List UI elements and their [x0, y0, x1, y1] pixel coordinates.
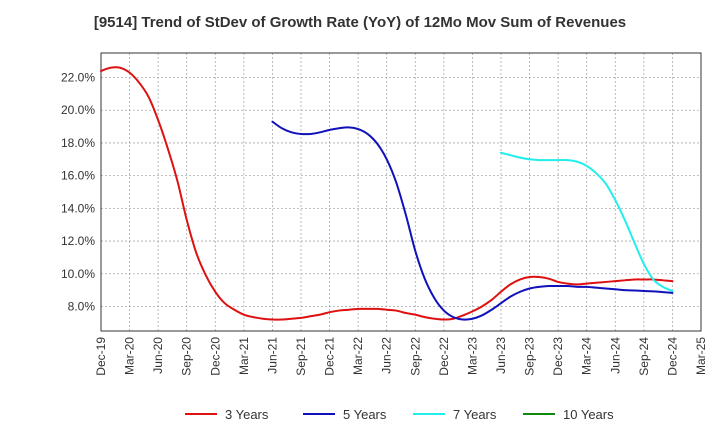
series-line-7-years — [500, 151, 674, 292]
x-tick-label: Mar-20 — [123, 337, 137, 375]
x-tick-label: Dec-21 — [323, 337, 337, 376]
plot-frame — [100, 52, 702, 332]
x-tick-label: Dec-23 — [551, 337, 565, 376]
y-tick-label: 8.0% — [68, 299, 96, 313]
x-tick-label: Mar-22 — [351, 337, 365, 375]
chart-title: [9514] Trend of StDev of Growth Rate (Yo… — [93, 14, 627, 31]
x-tick-label: Dec-22 — [437, 337, 451, 376]
x-tick-label: Sep-22 — [408, 337, 422, 376]
plot-area — [101, 53, 701, 331]
x-tick-label: Jun-22 — [380, 337, 394, 374]
series-line-5-years — [271, 120, 674, 321]
x-tick-label: Mar-25 — [694, 337, 708, 375]
x-tick-label: Dec-24 — [665, 337, 679, 376]
x-tick-label: Sep-21 — [294, 337, 308, 376]
legend-label-3-years: 3 Years — [225, 407, 269, 422]
y-tick-label: 10.0% — [61, 267, 95, 281]
legend-label-7-years: 7 Years — [453, 407, 497, 422]
x-tick-label: Sep-23 — [523, 337, 537, 376]
x-tick-label: Jun-24 — [608, 337, 622, 374]
x-tick-label: Sep-20 — [180, 337, 194, 376]
legend-label-5-years: 5 Years — [343, 407, 387, 422]
x-tick-label: Mar-21 — [237, 337, 251, 375]
x-tick-label: Sep-24 — [637, 337, 651, 376]
x-tick-label: Dec-19 — [94, 337, 108, 376]
y-tick-label: 20.0% — [61, 103, 95, 117]
x-tick-label: Mar-24 — [580, 337, 594, 375]
y-tick-label: 22.0% — [61, 71, 95, 85]
series-line-3-years — [100, 66, 674, 321]
x-tick-label: Dec-20 — [208, 337, 222, 376]
legend-label-10-years: 10 Years — [563, 407, 614, 422]
y-tick-label: 18.0% — [61, 136, 95, 150]
y-tick-label: 14.0% — [61, 201, 95, 215]
x-tick-label: Jun-20 — [151, 337, 165, 374]
x-tick-label: Mar-23 — [465, 337, 479, 375]
y-tick-label: 16.0% — [61, 169, 95, 183]
x-tick-label: Jun-21 — [265, 337, 279, 374]
x-tick-label: Jun-23 — [494, 337, 508, 374]
y-tick-label: 12.0% — [61, 234, 95, 248]
